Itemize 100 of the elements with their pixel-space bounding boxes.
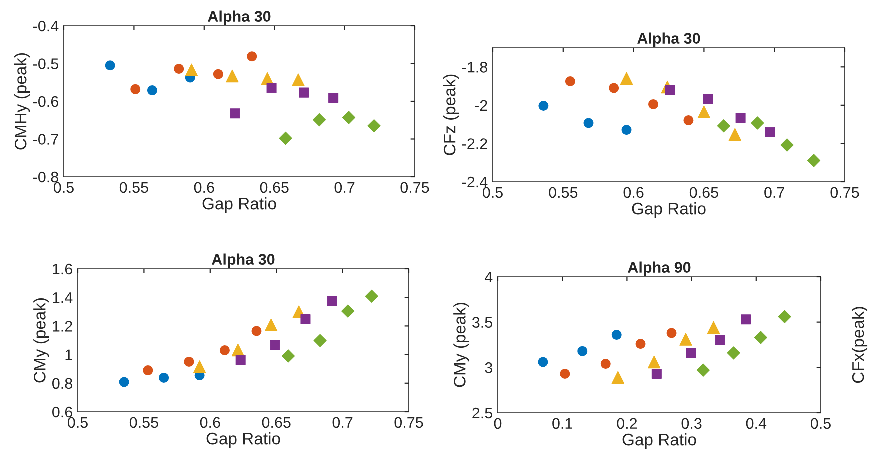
point bbox=[193, 360, 206, 374]
point bbox=[247, 52, 258, 62]
point bbox=[778, 310, 792, 324]
x-axis-title: Gap Ratio bbox=[202, 197, 276, 214]
point bbox=[715, 335, 726, 346]
y-tick-label: 1 bbox=[66, 350, 72, 360]
x-axis-title: Gap Ratio bbox=[622, 433, 696, 450]
point bbox=[648, 356, 661, 369]
point bbox=[622, 125, 632, 136]
x-tick-label: 0.55 bbox=[120, 182, 148, 194]
y-tick-label: -0.6 bbox=[33, 96, 58, 108]
point bbox=[717, 120, 730, 133]
point bbox=[612, 371, 625, 384]
point bbox=[236, 355, 246, 366]
point bbox=[612, 330, 622, 340]
x-tick-label: 0.65 bbox=[262, 417, 291, 428]
point bbox=[147, 86, 158, 96]
x-tick-label: 0.7 bbox=[764, 187, 784, 198]
point bbox=[600, 359, 611, 370]
y-tick-label: 2.5 bbox=[472, 408, 492, 419]
y-axis-title: CMy (peak) bbox=[454, 302, 470, 388]
point bbox=[220, 346, 230, 356]
y-tick-label: 0.6 bbox=[52, 406, 72, 418]
point bbox=[703, 94, 714, 104]
chart-title: Alpha 30 bbox=[638, 32, 700, 48]
point bbox=[266, 83, 277, 94]
point bbox=[680, 333, 692, 346]
point bbox=[230, 108, 240, 119]
y-axis-title: CFz (peak) bbox=[444, 74, 460, 156]
x-tick-label: 0.7 bbox=[334, 182, 355, 194]
point bbox=[807, 154, 821, 168]
point bbox=[609, 83, 620, 94]
y-tick-label: 4 bbox=[484, 272, 493, 283]
y-tick-label: -2 bbox=[475, 100, 488, 111]
point bbox=[648, 99, 659, 110]
x-tick-label: 0.75 bbox=[394, 417, 424, 428]
point bbox=[185, 64, 198, 77]
point bbox=[143, 366, 154, 376]
y-tick-label: 0.8 bbox=[52, 378, 72, 390]
point bbox=[707, 321, 720, 334]
y-axis-title: CMy (peak) bbox=[34, 298, 50, 383]
point bbox=[105, 60, 116, 71]
point bbox=[342, 111, 356, 124]
chart-title: Alpha 30 bbox=[208, 10, 271, 26]
x-tick-label: 0.6 bbox=[194, 182, 214, 194]
point bbox=[159, 372, 170, 383]
x-tick-label: 0.7 bbox=[332, 417, 353, 428]
x-tick-label: 0.55 bbox=[549, 187, 578, 198]
point bbox=[696, 364, 710, 377]
chart-title: Alpha 30 bbox=[212, 254, 275, 268]
point bbox=[279, 132, 292, 146]
point bbox=[312, 113, 326, 127]
x-tick-label: 0.5 bbox=[482, 187, 503, 198]
x-tick-label: 0.3 bbox=[682, 418, 702, 430]
point bbox=[652, 369, 662, 380]
point bbox=[636, 339, 646, 350]
point bbox=[684, 116, 694, 126]
point bbox=[130, 84, 141, 94]
point bbox=[365, 290, 378, 304]
point bbox=[728, 128, 742, 142]
x-tick-label: 0.6 bbox=[624, 187, 644, 198]
point bbox=[292, 74, 305, 86]
point bbox=[538, 357, 548, 368]
point bbox=[213, 69, 224, 80]
point bbox=[665, 85, 676, 96]
point bbox=[584, 118, 594, 128]
point bbox=[314, 334, 327, 348]
x-tick-label: 0.65 bbox=[260, 182, 289, 194]
point bbox=[686, 348, 696, 358]
y-tick-label: 3 bbox=[485, 362, 492, 374]
y-tick-label: 1.4 bbox=[53, 292, 73, 304]
point bbox=[368, 119, 381, 133]
point bbox=[299, 88, 310, 98]
point bbox=[765, 127, 776, 138]
point bbox=[578, 346, 588, 356]
point bbox=[119, 377, 130, 388]
point bbox=[736, 113, 746, 124]
y-tick-label: 3.5 bbox=[472, 317, 492, 328]
x-tick-label: 0.5 bbox=[810, 418, 831, 430]
x-tick-label: 0.2 bbox=[617, 418, 638, 430]
y-tick-label: 1.2 bbox=[53, 321, 72, 332]
point bbox=[565, 76, 576, 87]
text: CFx(peak) bbox=[852, 307, 868, 384]
point bbox=[741, 314, 752, 325]
y-tick-label: -0.7 bbox=[33, 134, 58, 145]
y-tick-label: -0.8 bbox=[33, 172, 58, 183]
point bbox=[666, 328, 677, 338]
point bbox=[282, 350, 296, 363]
chart-title: Alpha 90 bbox=[628, 262, 691, 276]
x-tick-label: 0.55 bbox=[130, 417, 158, 428]
point bbox=[328, 93, 339, 104]
y-tick-label: -0.4 bbox=[33, 20, 59, 32]
point bbox=[342, 304, 355, 318]
point bbox=[538, 100, 549, 112]
point bbox=[226, 70, 239, 83]
x-axis-title: Gap Ratio bbox=[632, 202, 706, 218]
x-tick-label: 0.75 bbox=[400, 182, 430, 194]
point bbox=[300, 314, 311, 324]
point bbox=[620, 72, 634, 85]
point bbox=[264, 318, 278, 332]
